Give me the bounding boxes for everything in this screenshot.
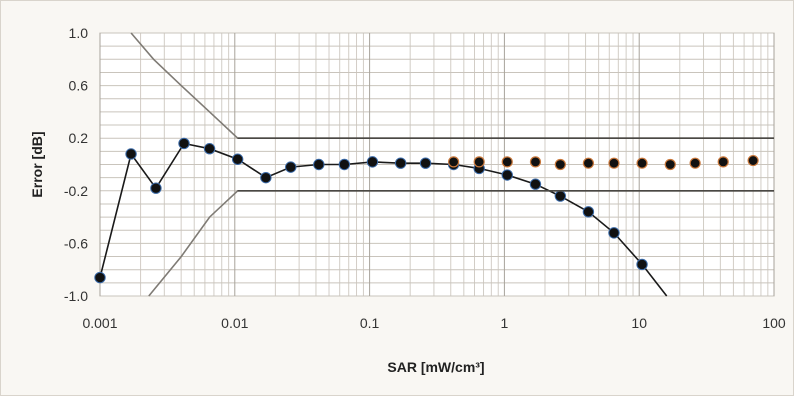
series-0-point: [150, 182, 162, 194]
x-axis-label: SAR [mW/cm³]: [387, 359, 484, 375]
series-0-point: [419, 157, 432, 169]
series-0-point: [554, 190, 567, 202]
series-0-point: [582, 206, 595, 218]
ticks-layer: 0.001 0.01 0.1 1 10 100 1.0 0.6 0.2 -0.2 -0.6 -1.0: [64, 25, 786, 331]
series-1-point: [608, 157, 620, 169]
x-tick-label: 100: [762, 315, 786, 331]
x-tick-label: 0.001: [82, 315, 117, 331]
series-0-point: [203, 143, 216, 155]
series-0-point: [231, 153, 244, 165]
series-0-point: [260, 171, 272, 184]
x-tick-label: 10: [631, 315, 647, 331]
series-0-point: [178, 137, 190, 150]
series-0-point: [313, 158, 325, 171]
series-0-point: [285, 161, 297, 173]
series-0-point: [501, 169, 513, 181]
series-1-point: [636, 157, 648, 169]
series-0-point: [366, 156, 379, 168]
y-tick-label: 0.6: [69, 78, 89, 94]
series-1-point: [501, 156, 513, 168]
series-0-point: [529, 178, 542, 190]
grid-minor: [100, 32, 774, 297]
series-1-point: [664, 158, 676, 171]
series-0-point: [608, 227, 620, 239]
series-0-point: [394, 157, 407, 169]
series-1-point: [448, 156, 460, 168]
y-tick-label: 1.0: [69, 25, 89, 41]
series-0-point: [338, 158, 351, 171]
series-1-point: [554, 158, 566, 171]
series-1-point: [582, 157, 595, 169]
y-axis-label: Error [dB]: [29, 131, 45, 197]
series-0-point: [94, 271, 106, 284]
y-tick-label: -0.6: [64, 235, 88, 251]
series-1-point: [717, 156, 729, 168]
series-1-point: [747, 154, 759, 167]
series-1-point: [529, 156, 542, 168]
x-tick-label: 1: [501, 315, 509, 331]
series-0-line: [99, 142, 668, 297]
y-tick-label: 0.2: [69, 130, 89, 146]
series-1-point: [689, 157, 701, 169]
series-0-point: [636, 258, 648, 271]
series-layer: [94, 32, 774, 297]
x-tick-label: 0.01: [221, 315, 248, 331]
series-1-point: [473, 156, 485, 168]
y-tick-label: -0.2: [64, 183, 88, 199]
y-tick-label: -1.0: [64, 288, 88, 304]
series-0-point: [125, 148, 137, 160]
x-tick-label: 0.1: [360, 315, 380, 331]
